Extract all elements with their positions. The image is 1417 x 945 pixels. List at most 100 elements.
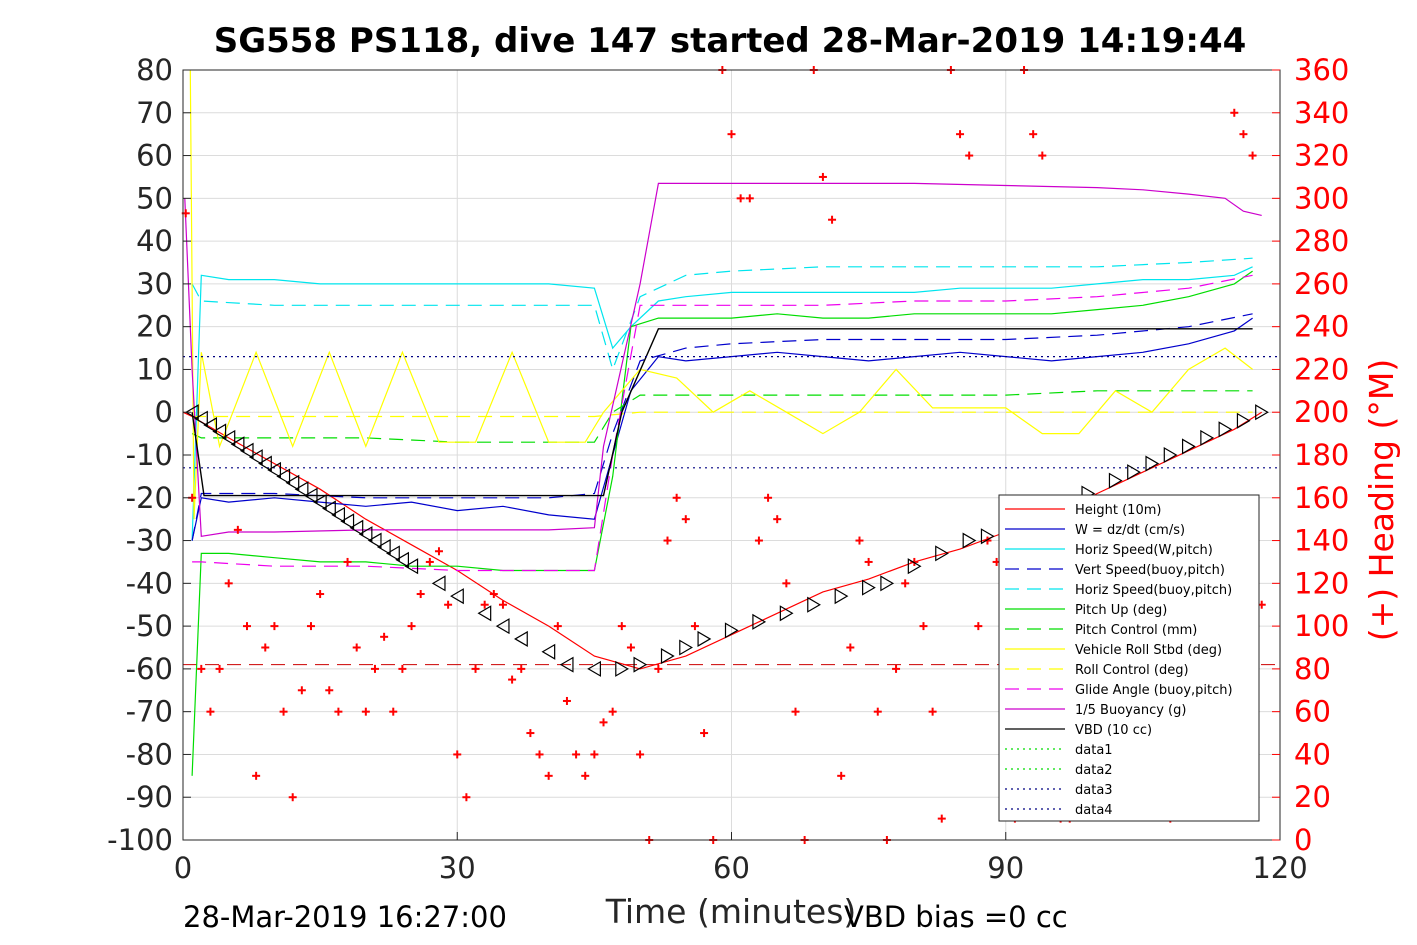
right-tick-label: 80 <box>1294 652 1331 686</box>
right-tick-label: 200 <box>1294 395 1349 429</box>
footer-timestamp: 28-Mar-2019 16:27:00 <box>183 900 507 934</box>
heading-point <box>389 707 398 716</box>
vbd-triangle <box>367 532 382 549</box>
heading-point <box>517 664 526 673</box>
vbd-triangle <box>358 526 373 543</box>
heading-point <box>471 664 480 673</box>
heading-point <box>764 493 773 502</box>
series-lines <box>182 69 1280 776</box>
right-tick-label: 260 <box>1294 267 1349 301</box>
series-line-7 <box>189 69 1253 520</box>
heading-point <box>206 707 215 716</box>
heading-point <box>754 536 763 545</box>
heading-point <box>1029 130 1038 139</box>
legend-label: data3 <box>1075 783 1113 798</box>
x-tick-label: 90 <box>987 851 1024 885</box>
heading-point <box>791 707 800 716</box>
left-tick-label: 40 <box>136 224 173 258</box>
heading-point <box>334 707 343 716</box>
heading-point <box>279 707 288 716</box>
heading-point <box>316 590 325 599</box>
right-tick-label: 360 <box>1294 53 1349 87</box>
left-tick-label: 70 <box>136 96 173 130</box>
right-tick-label: 320 <box>1294 139 1349 173</box>
heading-point <box>416 590 425 599</box>
legend-label: VBD (10 cc) <box>1075 723 1152 738</box>
heading-point <box>745 194 754 203</box>
heading-point <box>1230 108 1239 117</box>
footer-vbd-bias: VBD bias =0 cc <box>844 900 1068 934</box>
x-tick-label: 0 <box>174 851 192 885</box>
left-tick-label: -30 <box>126 524 173 558</box>
heading-point <box>937 814 946 823</box>
right-tick-label: 20 <box>1294 780 1331 814</box>
vbd-triangle <box>587 660 601 677</box>
legend: Height (10m) W = dz/dt (cm/s) Horiz Speed(… <box>998 494 1260 822</box>
series-line-5 <box>191 270 1253 776</box>
legend-label: Roll Control (deg) <box>1075 663 1189 678</box>
vbd-triangle <box>203 417 218 434</box>
vbd-triangle <box>1145 455 1160 472</box>
heading-point <box>672 493 681 502</box>
vbd-triangle <box>1163 446 1178 464</box>
right-tick-label: 340 <box>1294 96 1349 130</box>
legend-label: 1/5 Buoyancy (g) <box>1075 703 1186 718</box>
legend-label: Horiz Speed(buoy,pitch) <box>1075 583 1232 598</box>
left-tick-label: -10 <box>126 438 173 472</box>
x-axis-label: Time (minutes) <box>605 892 857 931</box>
heading-point <box>855 536 864 545</box>
right-tick-label: 280 <box>1294 224 1349 258</box>
heading-point <box>581 771 590 780</box>
heading-point <box>489 590 498 599</box>
left-tick-label: 80 <box>136 53 173 87</box>
left-tick-label: -70 <box>126 695 173 729</box>
heading-point <box>453 750 462 759</box>
heading-point <box>215 664 224 673</box>
heading-point <box>837 771 846 780</box>
vbd-triangle <box>184 404 199 421</box>
vbd-triangle <box>880 575 895 592</box>
vbd-triangle <box>559 656 574 673</box>
heading-point <box>1038 151 1047 160</box>
legend-label: data1 <box>1075 743 1113 758</box>
vbd-triangle-markers <box>184 404 1269 677</box>
vbd-triangle <box>980 528 995 545</box>
vbd-triangle <box>194 410 208 427</box>
heading-point <box>572 750 581 759</box>
right-tick-label: 300 <box>1294 181 1349 215</box>
heading-point <box>956 130 965 139</box>
heading-point <box>782 579 791 588</box>
heading-point <box>727 130 736 139</box>
heading-point <box>297 686 306 695</box>
vbd-triangle <box>752 613 767 630</box>
heading-point <box>736 194 745 203</box>
heading-point <box>370 664 379 673</box>
right-tick-label: 160 <box>1294 481 1349 515</box>
right-tick-label: 220 <box>1294 352 1349 386</box>
heading-point <box>535 750 544 759</box>
vbd-triangle <box>1108 472 1123 489</box>
heading-point <box>974 622 983 631</box>
heading-point <box>626 643 635 652</box>
heading-point <box>498 600 507 609</box>
right-tick-label: 40 <box>1294 737 1331 771</box>
legend-label: Glide Angle (buoy,pitch) <box>1075 683 1233 698</box>
vbd-triangle <box>450 588 464 605</box>
legend-label: Height (10m) <box>1075 503 1161 518</box>
series-line-4 <box>191 257 1253 372</box>
heading-point <box>343 557 352 566</box>
right-tick-label: 100 <box>1294 609 1349 643</box>
vbd-triangle <box>697 630 712 647</box>
vbd-triangle <box>404 558 419 575</box>
vbd-triangle <box>431 575 446 592</box>
series-line-1 <box>191 317 1253 541</box>
vbd-triangle <box>633 656 648 673</box>
vbd-triangle <box>541 643 556 660</box>
vbd-triangle <box>221 429 236 446</box>
heading-point <box>617 622 626 631</box>
heading-point <box>444 600 453 609</box>
left-y-axis: 80 70 60 50 40 30 20 10 0 -10 -20 -30 -40 -50 -60 -70 -8… <box>107 53 191 857</box>
vbd-triangle <box>267 461 282 479</box>
heading-point <box>224 579 233 588</box>
heading-point <box>242 622 251 631</box>
